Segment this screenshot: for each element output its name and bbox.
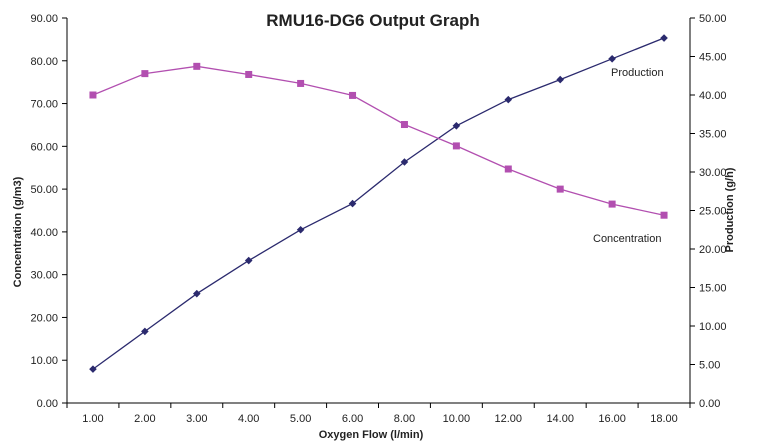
production-point (348, 199, 357, 208)
concentration-point (608, 200, 616, 208)
y-left-tick-label: 50.00 (30, 184, 58, 196)
concentration-point (400, 121, 408, 129)
concentration-point (556, 185, 564, 193)
x-tick-label: 10.00 (443, 413, 471, 425)
production-point (192, 289, 201, 298)
y-left-tick-label: 10.00 (30, 355, 58, 367)
y-left-tick-label: 70.00 (30, 99, 58, 111)
x-axis-title: Oxygen Flow (l/min) (319, 429, 424, 441)
y-right-tick-label: 45.00 (699, 52, 727, 64)
production-point (296, 225, 305, 234)
concentration-point (452, 142, 460, 150)
production-point (608, 55, 616, 63)
series-markers (89, 34, 668, 373)
concentration-point (349, 91, 357, 99)
x-tick-label: 4.00 (238, 413, 259, 425)
y-right-tick-label: 10.00 (699, 321, 727, 333)
y-left-tick-label: 60.00 (30, 141, 58, 153)
right-axis-ticks: 0.00 5.00 10.00 15.00 20.00 25.00 30.00 35.00 40… (690, 13, 727, 410)
series-lines (92, 37, 665, 370)
production-series-label: Production (611, 67, 664, 79)
concentration-point (245, 70, 253, 78)
concentration-point (660, 211, 668, 219)
concentration-point (193, 62, 201, 70)
x-axis-ticks: 1.00 2.00 3.00 4.00 5.00 6.00 8.00 10.00 12.00 14… (66, 403, 691, 425)
y-right-tick-label: 5.00 (699, 360, 720, 372)
x-tick-label: 6.00 (342, 413, 363, 425)
y-right-tick-label: 30.00 (699, 167, 727, 179)
concentration-point (297, 79, 305, 87)
y-left-tick-label: 40.00 (30, 227, 58, 239)
production-point (244, 256, 253, 265)
production-point (504, 95, 513, 104)
y-right-tick-label: 50.00 (699, 13, 727, 25)
x-tick-label: 14.00 (546, 413, 574, 425)
y-left-tick-label: 80.00 (30, 56, 58, 68)
y-left-tick-label: 90.00 (30, 13, 58, 25)
y-right-tick-label: 0.00 (699, 398, 720, 410)
y-right-tick-label: 25.00 (699, 206, 727, 218)
concentration-point (504, 165, 512, 173)
production-point (400, 158, 409, 166)
concentration-series-label: Concentration (593, 233, 662, 245)
axes (66, 18, 691, 404)
x-tick-label: 12.00 (495, 413, 523, 425)
y-right-tick-label: 15.00 (699, 283, 727, 295)
x-tick-label: 8.00 (394, 413, 415, 425)
x-tick-label: 16.00 (598, 413, 626, 425)
x-tick-label: 3.00 (186, 413, 207, 425)
y-axis-left-title: Concentration (g/m3) (12, 176, 24, 287)
concentration-series-line (92, 65, 665, 216)
y-right-tick-label: 35.00 (699, 129, 727, 141)
y-right-tick-label: 20.00 (699, 244, 727, 256)
production-point (452, 122, 461, 130)
production-point (141, 327, 149, 336)
concentration-point (141, 70, 149, 78)
y-right-tick-label: 40.00 (699, 90, 727, 102)
left-axis-ticks: 0.00 10.00 20.00 30.00 40.00 50.00 60.00 70.00 8… (30, 13, 67, 410)
production-point (89, 365, 97, 373)
production-point (660, 34, 668, 42)
chart-title: RMU16-DG6 Output Graph (266, 11, 479, 30)
y-left-tick-label: 30.00 (30, 270, 58, 282)
x-tick-label: 5.00 (290, 413, 311, 425)
production-point (556, 75, 565, 84)
concentration-point (89, 91, 97, 99)
y-left-tick-label: 20.00 (30, 312, 58, 324)
production-series-line (92, 37, 665, 370)
x-tick-label: 18.00 (650, 413, 678, 425)
x-tick-label: 1.00 (82, 413, 103, 425)
y-axis-right-title: Production (g/h) (724, 167, 736, 252)
y-left-tick-label: 0.00 (37, 398, 58, 410)
x-tick-label: 2.00 (134, 413, 155, 425)
